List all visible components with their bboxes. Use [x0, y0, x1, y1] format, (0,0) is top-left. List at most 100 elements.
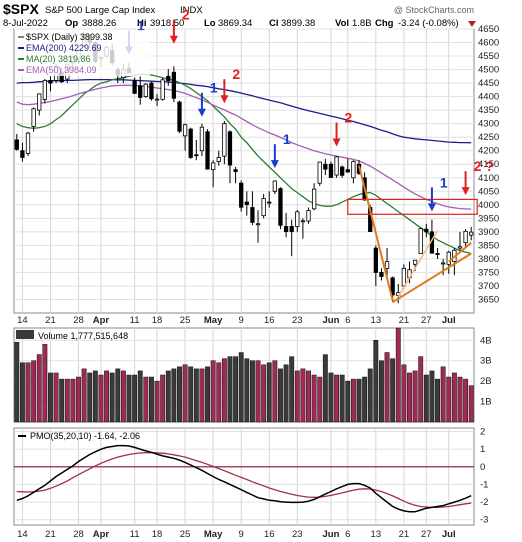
volume-bar [216, 362, 222, 423]
legend-entry: EMA(50) 3984.09 [26, 65, 97, 75]
volume-bar [104, 370, 109, 423]
volume-bar [451, 372, 457, 423]
candle-body [278, 188, 283, 226]
candle-body [345, 169, 350, 173]
candle-body [469, 231, 474, 236]
pmo-tick-label: -1 [480, 479, 488, 490]
volume-bar [367, 368, 373, 423]
volume-bar [266, 362, 272, 423]
candle-body [300, 220, 306, 223]
volume-bar [457, 376, 463, 423]
x-tick-label: Jul [442, 315, 456, 326]
candle-body [143, 83, 148, 98]
volume-bar [463, 378, 469, 423]
down-triangle-icon [468, 21, 476, 27]
header-close: 3899.38 [281, 18, 315, 29]
candle-body [446, 251, 451, 265]
pmo-tick-label: 1 [480, 444, 485, 455]
volume-bar [345, 380, 351, 423]
candle-body [138, 85, 143, 98]
volume-bar [165, 370, 171, 423]
volume-legend-swatch [16, 330, 34, 339]
price-tick-label: 4650 [478, 24, 499, 35]
x-tick-label: 13 [371, 315, 382, 326]
x-tick-label: 6 [345, 529, 350, 540]
x-tick-label: 23 [292, 529, 303, 540]
price-tick-label: 3800 [478, 254, 499, 265]
channel-light-line [397, 230, 439, 298]
price-tick-label: 3750 [478, 267, 499, 278]
volume-bar [160, 374, 166, 423]
candle-body [457, 246, 463, 249]
volume-bar [255, 360, 261, 423]
candle-body [194, 154, 199, 157]
volume-bar [272, 360, 278, 423]
ma20-line [16, 73, 472, 255]
arrow-down-icon [332, 138, 341, 147]
annotation-label: 1 [210, 80, 218, 96]
annotation-label: 2 [232, 66, 240, 82]
x-tick-label: 6 [345, 315, 350, 326]
x-tick-label: 18 [152, 529, 163, 540]
watermark: @ StockCharts.com [394, 5, 474, 15]
candle-body [188, 128, 193, 158]
candle-body [311, 188, 317, 210]
candle-body [216, 157, 221, 162]
legend-box [16, 30, 150, 76]
candle-body [199, 126, 205, 152]
candle-body [182, 124, 188, 137]
price-tick-label: 4150 [478, 159, 499, 170]
candle-body [205, 131, 210, 170]
x-tick-label: 21 [45, 315, 56, 326]
x-tick-label: 21 [399, 315, 410, 326]
arrow-down-icon [197, 108, 206, 117]
price-tick-label: 3700 [478, 281, 499, 292]
candle-body [340, 166, 345, 176]
candle-body [412, 259, 418, 265]
annotation-label: 2 [182, 7, 190, 23]
volume-bar [435, 378, 440, 423]
x-tick-label: Jun [323, 529, 340, 540]
volume-bar [311, 374, 317, 423]
x-tick-label: 18 [152, 315, 163, 326]
volume-bar [143, 376, 149, 423]
volume-bar [289, 356, 295, 423]
legend-price: $SPX (Daily) 3899.38 [26, 32, 113, 42]
volume-bar [25, 362, 31, 423]
volume-bar [328, 372, 334, 423]
annotation-label: 2 [345, 109, 353, 125]
volume-bar [126, 374, 132, 423]
header-open: 3888.26 [82, 18, 116, 29]
volume-bar [53, 372, 59, 423]
volume-bar [92, 370, 98, 423]
volume-bar [14, 342, 20, 423]
x-tick-label: 11 [130, 315, 140, 326]
candle-body [289, 226, 294, 232]
candle-body [379, 272, 384, 277]
price-tick-label: 4450 [478, 78, 499, 89]
candle-body [272, 180, 277, 192]
volume-bar [373, 340, 379, 423]
volume-bar [132, 374, 138, 423]
candle-body [149, 82, 154, 100]
candle-body [351, 161, 356, 179]
candle-body [48, 79, 53, 84]
price-tick-label: 4100 [478, 173, 499, 184]
volume-bar [350, 378, 356, 423]
header-open-label: Op [65, 18, 78, 29]
pmo-line [16, 444, 472, 513]
price-tick-label: 3650 [478, 294, 499, 305]
candle-body [37, 93, 42, 111]
volume-bar [70, 378, 76, 423]
header-high-label: Hi [137, 18, 147, 29]
candle-body [250, 207, 255, 223]
volume-bar [48, 372, 53, 423]
x-tick-label: 11 [130, 529, 140, 540]
volume-bar [81, 368, 87, 423]
candle-body [31, 108, 36, 127]
volume-bar [193, 368, 199, 423]
price-tick-label: 4350 [478, 105, 499, 116]
volume-bar [182, 364, 188, 423]
x-tick-label: 14 [17, 529, 28, 540]
volume-bar [468, 385, 474, 423]
